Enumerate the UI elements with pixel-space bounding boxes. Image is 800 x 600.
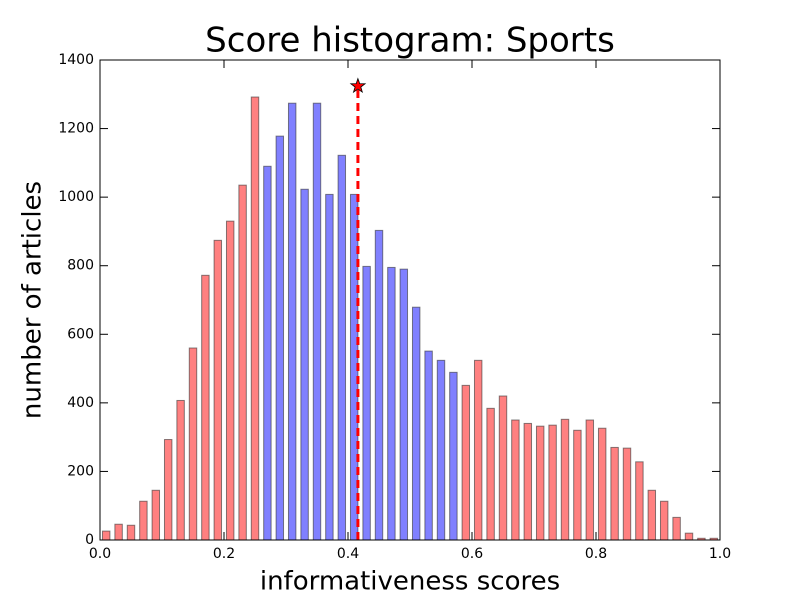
chart-title: Score histogram: Sports — [205, 21, 615, 61]
bar — [300, 188, 309, 541]
bar — [151, 489, 161, 541]
y-tick-label: 200 — [67, 463, 94, 479]
x-tick-label: 0.8 — [585, 546, 607, 562]
bar — [325, 193, 334, 541]
bar — [238, 184, 247, 541]
bar — [436, 359, 446, 541]
y-tick-label: 1200 — [58, 121, 94, 137]
x-tick-label: 0.4 — [337, 546, 359, 562]
bar — [213, 239, 223, 541]
bar — [139, 500, 148, 541]
bar — [250, 96, 260, 541]
bar — [535, 425, 545, 541]
bar — [560, 418, 570, 541]
y-tick-label: 800 — [67, 258, 94, 274]
bar — [101, 530, 111, 541]
bar — [201, 274, 210, 541]
bar — [225, 220, 235, 541]
bar — [523, 422, 533, 541]
x-tick-label: 0.0 — [89, 546, 111, 562]
bar — [176, 399, 185, 541]
bar — [486, 407, 495, 541]
bar — [374, 229, 384, 541]
bar — [188, 347, 198, 541]
bar — [473, 359, 483, 541]
y-tick-label: 1400 — [58, 52, 94, 68]
x-tick-label: 1.0 — [709, 546, 731, 562]
bar — [635, 461, 644, 541]
bar — [287, 102, 297, 541]
x-tick-label: 0.6 — [461, 546, 483, 562]
bar — [597, 427, 607, 541]
bar — [399, 268, 409, 541]
y-tick-label: 400 — [67, 395, 94, 411]
bar — [647, 489, 657, 541]
bar — [312, 102, 322, 541]
bar — [622, 447, 632, 541]
y-tick-label: 600 — [67, 326, 94, 342]
bar — [275, 135, 285, 541]
bar — [659, 500, 669, 541]
bar — [461, 384, 471, 541]
y-tick-label: 0 — [85, 532, 94, 548]
plot-frame — [99, 59, 721, 541]
y-axis-label: number of articles — [18, 181, 48, 419]
x-tick-label: 0.2 — [213, 546, 235, 562]
bar — [387, 266, 396, 541]
x-axis-label: informativeness scores — [260, 567, 560, 597]
bar — [126, 524, 136, 541]
bar — [511, 419, 520, 541]
bar — [114, 523, 123, 541]
bar — [449, 371, 458, 541]
bar — [672, 516, 681, 541]
bar — [163, 439, 173, 541]
bar — [548, 424, 557, 541]
bar — [684, 532, 694, 541]
bar — [573, 429, 582, 541]
reference-star — [349, 77, 367, 94]
bar — [411, 306, 421, 541]
bar — [498, 395, 508, 541]
bar — [337, 154, 347, 541]
y-tick-label: 1000 — [58, 189, 94, 205]
bar — [585, 419, 595, 541]
bar — [362, 265, 371, 541]
bar — [424, 350, 433, 541]
bar — [263, 165, 272, 541]
bar — [610, 446, 619, 541]
